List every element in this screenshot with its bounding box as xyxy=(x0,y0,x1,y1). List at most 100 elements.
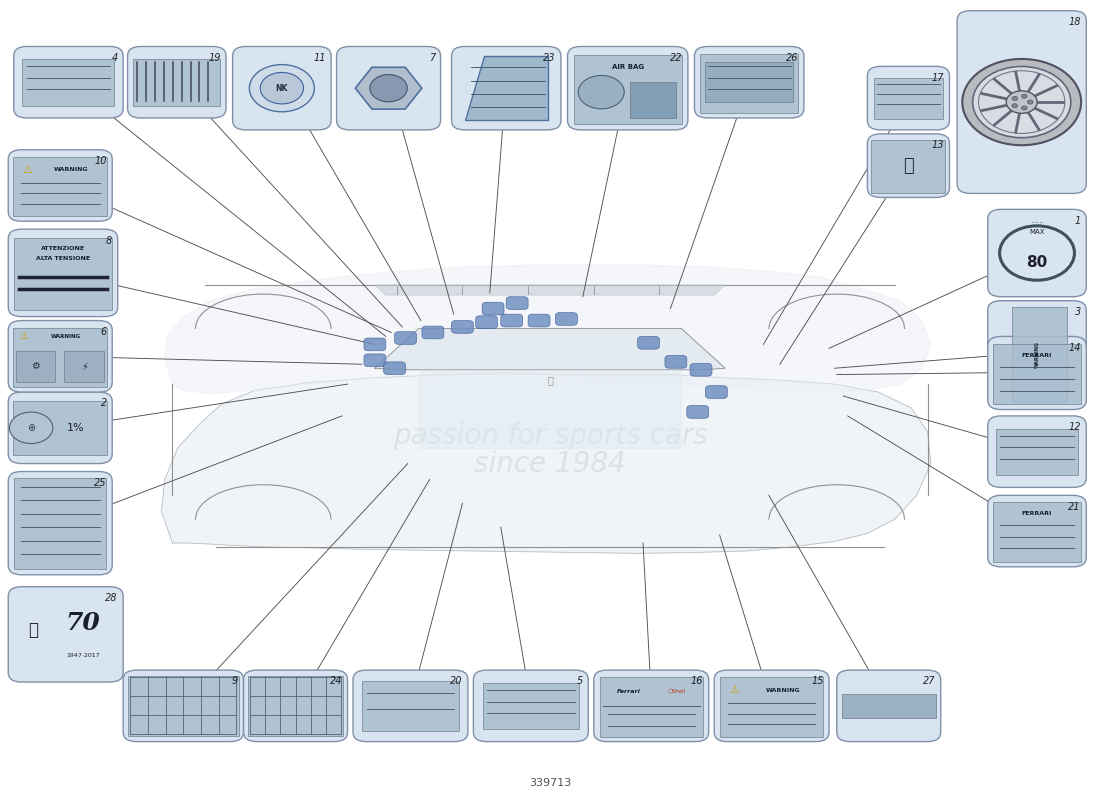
Bar xyxy=(719,678,823,737)
Bar xyxy=(573,55,682,124)
Text: 🐎: 🐎 xyxy=(547,375,553,385)
Text: WARNING: WARNING xyxy=(51,334,80,338)
Text: 24: 24 xyxy=(330,677,342,686)
Polygon shape xyxy=(355,67,421,109)
FancyBboxPatch shape xyxy=(337,46,441,130)
Text: NK: NK xyxy=(276,84,288,93)
FancyBboxPatch shape xyxy=(500,314,522,327)
Bar xyxy=(630,82,675,118)
Text: 13: 13 xyxy=(932,140,944,150)
Bar xyxy=(992,502,1081,562)
FancyBboxPatch shape xyxy=(528,314,550,327)
Bar xyxy=(22,59,114,106)
Bar xyxy=(13,328,107,387)
FancyBboxPatch shape xyxy=(705,386,727,398)
Text: 9: 9 xyxy=(232,677,238,686)
Circle shape xyxy=(10,412,53,443)
Circle shape xyxy=(261,73,304,104)
Bar xyxy=(13,238,112,310)
FancyBboxPatch shape xyxy=(395,332,417,344)
Bar xyxy=(13,157,107,216)
Circle shape xyxy=(1022,106,1027,110)
Bar xyxy=(874,78,943,119)
Text: 6: 6 xyxy=(100,327,107,337)
FancyBboxPatch shape xyxy=(988,301,1087,408)
Text: 22: 22 xyxy=(670,53,682,63)
Text: WARNING: WARNING xyxy=(766,688,801,693)
FancyBboxPatch shape xyxy=(868,66,949,130)
FancyBboxPatch shape xyxy=(353,670,468,742)
FancyBboxPatch shape xyxy=(690,363,712,376)
Circle shape xyxy=(1012,104,1018,108)
FancyBboxPatch shape xyxy=(232,46,331,130)
FancyBboxPatch shape xyxy=(988,495,1087,567)
Bar xyxy=(842,694,935,718)
Bar xyxy=(65,350,103,382)
Bar xyxy=(362,681,459,731)
Text: 5: 5 xyxy=(576,677,583,686)
FancyBboxPatch shape xyxy=(473,670,588,742)
FancyBboxPatch shape xyxy=(694,46,804,118)
Circle shape xyxy=(962,59,1081,146)
Text: 15: 15 xyxy=(811,677,824,686)
Bar xyxy=(483,683,579,730)
Text: 12: 12 xyxy=(1068,422,1081,432)
Text: ⬡Shell: ⬡Shell xyxy=(668,689,685,694)
Text: 14: 14 xyxy=(1068,342,1081,353)
FancyBboxPatch shape xyxy=(988,337,1087,410)
Text: 17: 17 xyxy=(932,73,944,82)
Text: WARNING: WARNING xyxy=(53,167,88,172)
Polygon shape xyxy=(162,373,931,554)
FancyBboxPatch shape xyxy=(868,134,949,198)
FancyBboxPatch shape xyxy=(988,210,1087,297)
FancyBboxPatch shape xyxy=(9,321,112,392)
Text: 2: 2 xyxy=(100,398,107,409)
Bar xyxy=(128,676,239,736)
Text: ⛽: ⛽ xyxy=(903,157,914,174)
Text: 1: 1 xyxy=(1075,216,1081,226)
FancyBboxPatch shape xyxy=(364,338,386,350)
Bar xyxy=(248,676,343,736)
Text: AIR BAG: AIR BAG xyxy=(612,64,643,70)
Text: 26: 26 xyxy=(785,53,799,63)
Text: 1947·2017: 1947·2017 xyxy=(66,653,100,658)
Circle shape xyxy=(250,65,315,112)
FancyBboxPatch shape xyxy=(556,313,578,326)
Polygon shape xyxy=(165,265,931,394)
Text: 21: 21 xyxy=(1068,502,1081,512)
FancyBboxPatch shape xyxy=(988,416,1087,487)
Text: MAX: MAX xyxy=(1030,230,1045,235)
Text: 80: 80 xyxy=(1026,255,1047,270)
Text: 339713: 339713 xyxy=(529,778,571,788)
Text: since 1984: since 1984 xyxy=(474,450,626,478)
FancyBboxPatch shape xyxy=(482,302,504,315)
Bar xyxy=(996,429,1078,475)
Polygon shape xyxy=(419,370,681,448)
FancyBboxPatch shape xyxy=(506,297,528,310)
Text: WARNING: WARNING xyxy=(1034,341,1040,368)
Text: 16: 16 xyxy=(691,677,703,686)
Bar xyxy=(600,678,703,737)
Bar xyxy=(1012,307,1067,402)
FancyBboxPatch shape xyxy=(243,670,348,742)
FancyBboxPatch shape xyxy=(638,337,659,349)
Text: 🐎: 🐎 xyxy=(29,622,38,639)
Text: 11: 11 xyxy=(314,53,326,63)
Text: ⊕: ⊕ xyxy=(28,423,35,433)
FancyBboxPatch shape xyxy=(475,316,497,329)
FancyBboxPatch shape xyxy=(9,229,118,317)
FancyBboxPatch shape xyxy=(13,46,123,118)
Polygon shape xyxy=(464,57,548,120)
FancyBboxPatch shape xyxy=(451,46,561,130)
FancyBboxPatch shape xyxy=(123,670,243,742)
FancyBboxPatch shape xyxy=(9,471,112,574)
Bar xyxy=(700,54,799,113)
Circle shape xyxy=(579,75,624,109)
Text: 19: 19 xyxy=(208,53,221,63)
Text: 1%: 1% xyxy=(67,423,85,433)
Text: _ _ _: _ _ _ xyxy=(1031,217,1043,222)
Polygon shape xyxy=(375,329,725,370)
FancyBboxPatch shape xyxy=(837,670,940,742)
FancyBboxPatch shape xyxy=(714,670,829,742)
Bar xyxy=(705,62,793,102)
